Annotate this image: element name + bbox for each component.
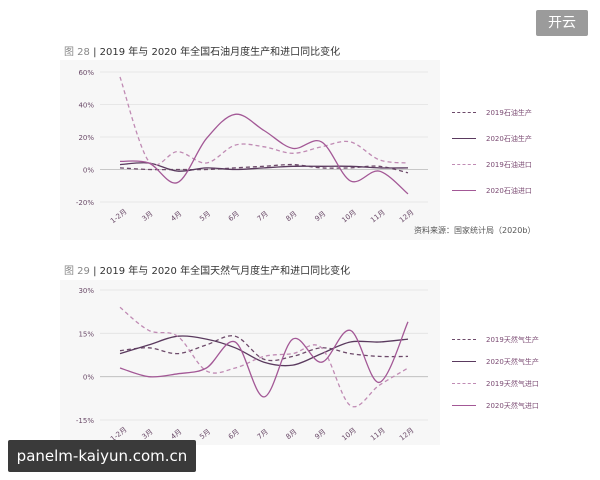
chart-2-panel: 30% 15% 0% -15% 1-2月 3月 4月 5月 6月 7月 8月 9月 10月 11月 12月 … [60, 280, 539, 445]
legend-swatch [452, 190, 476, 191]
source-note: 资料来源：国家统计局（2020b） [414, 226, 536, 235]
series-line-1 [119, 335, 409, 362]
chart-2-title-separator: | [93, 266, 100, 277]
legend-label: 2020天然气生产 [486, 358, 539, 366]
legend-swatch [452, 383, 476, 384]
x-tick-label: 9月 [313, 210, 327, 223]
chart-1-figure-number: 图 28 [64, 47, 90, 58]
legend-swatch [452, 164, 476, 165]
x-tick-label: 8月 [285, 428, 299, 441]
legend-swatch [452, 112, 476, 113]
x-tick-label: 1-2月 [109, 208, 128, 226]
x-tick-label: 7月 [256, 210, 270, 223]
x-tick-label: 5月 [198, 428, 212, 441]
chart-1-title: 图 28 | 2019 年与 2020 年全国石油月度生产和进口同比变化 [64, 43, 340, 58]
y-tick-label: 0% [83, 167, 94, 175]
legend-label: 2019石油生产 [486, 109, 532, 117]
y-tick-label: -15% [76, 417, 94, 425]
legend-label: 2019天然气进口 [486, 380, 539, 388]
x-tick-label: 7月 [256, 428, 270, 441]
series-line-3 [119, 306, 409, 408]
series-line-4 [119, 113, 409, 195]
y-tick-label: 15% [78, 330, 94, 338]
x-tick-label: 12月 [398, 208, 415, 224]
chart-1-plot: 60% 40% 20% 0% -20% 1-2月 3月 4月 5月 6月 7月 8月 9月 10月 11月 1… [76, 69, 428, 226]
legend-label: 2020石油生产 [486, 135, 532, 143]
x-tick-label: 10月 [340, 208, 357, 224]
legend-swatch [452, 361, 476, 362]
series-line-3 [119, 76, 409, 166]
x-tick-label: 6月 [227, 428, 241, 441]
chart-2-plot: 30%15%0%-15%1-2月 3月 4月 5月 6月 7月 8月 9月 10月 11月 12月 [76, 287, 428, 443]
y-tick-label: 40% [78, 102, 94, 110]
x-tick-label: 5月 [198, 210, 212, 223]
legend-label: 2020天然气进口 [486, 402, 539, 410]
watermark: panelm-kaiyun.com.cn [8, 440, 196, 472]
x-tick-label: 6月 [227, 210, 241, 223]
x-tick-label: 8月 [285, 210, 299, 223]
y-tick-label: 30% [78, 287, 94, 295]
x-tick-label: 4月 [169, 210, 183, 223]
x-tick-label: 10月 [340, 426, 357, 442]
chart-1-title-separator: | [93, 47, 100, 58]
legend-swatch [452, 138, 476, 139]
legend-label: 2019天然气生产 [486, 336, 539, 344]
legend-swatch [452, 339, 476, 340]
x-tick-label: 3月 [141, 210, 155, 223]
y-tick-label: 0% [83, 374, 94, 382]
legend-swatch [452, 405, 476, 406]
x-tick-label: 12月 [398, 426, 415, 442]
x-tick-label: 11月 [369, 208, 386, 224]
x-tick-label: 9月 [313, 428, 327, 441]
series-line-4 [119, 321, 409, 398]
y-tick-label: 20% [78, 134, 94, 142]
chart-1-title-text: 2019 年与 2020 年全国石油月度生产和进口同比变化 [99, 47, 341, 58]
legend-label: 2019石油进口 [486, 161, 532, 169]
chart-2-title: 图 29 | 2019 年与 2020 年全国天然气月度生产和进口同比变化 [64, 262, 350, 277]
legend-label: 2020石油进口 [486, 187, 532, 195]
chart-2-title-text: 2019 年与 2020 年全国天然气月度生产和进口同比变化 [99, 266, 351, 277]
chart-2-figure-number: 图 29 [64, 266, 90, 277]
corner-badge: 开云 [536, 10, 588, 36]
series-line-1 [119, 163, 409, 174]
chart-1-panel: 60% 40% 20% 0% -20% 1-2月 3月 4月 5月 6月 7月 8月 9月 10月 11月 1… [60, 60, 532, 240]
series-line-2 [119, 162, 409, 172]
y-tick-label: 60% [78, 69, 94, 77]
y-tick-label: -20% [76, 199, 94, 207]
x-tick-label: 11月 [369, 426, 386, 442]
